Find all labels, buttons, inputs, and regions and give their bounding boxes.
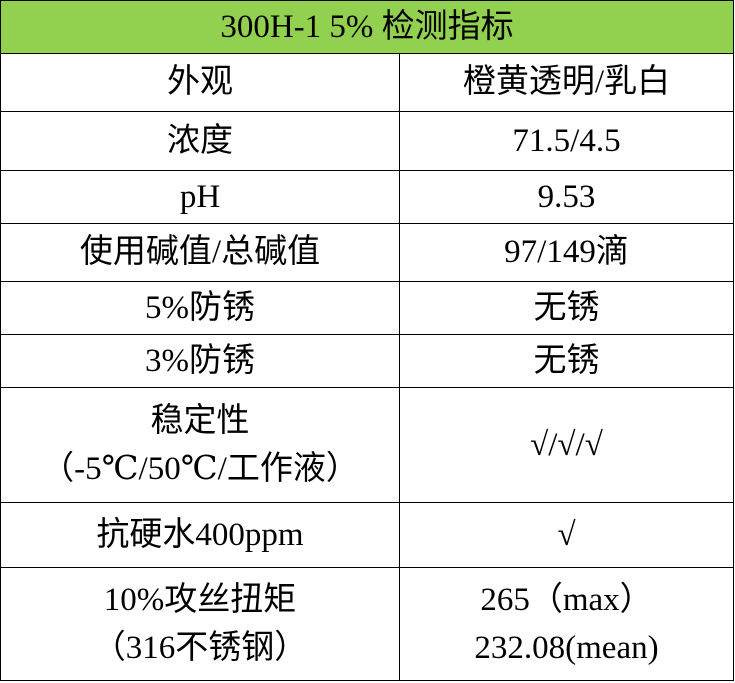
table-row: 3%防锈 无锈	[0, 333, 734, 388]
value-cell: √/√/√	[399, 386, 734, 503]
table-row: 浓度 71.5/4.5	[0, 111, 734, 171]
table-row: 使用碱值/总碱值 97/149滴	[0, 222, 734, 283]
table-row: 10%攻丝扭矩 （316不锈钢） 265（max） 232.08(mean)	[0, 566, 734, 682]
value-cell: 9.53	[399, 169, 734, 224]
table-title: 300H-1 5% 检测指标	[0, 0, 734, 54]
label-cell: 3%防锈	[0, 333, 400, 388]
table-row: 稳定性 （-5℃/50℃/工作液） √/√/√	[0, 386, 734, 503]
label-cell: 浓度	[0, 111, 400, 171]
label-cell: 5%防锈	[0, 281, 400, 335]
value-cell: 97/149滴	[399, 222, 734, 283]
value-cell: √	[399, 501, 734, 568]
value-line: 232.08(mean)	[474, 629, 659, 666]
table-row: pH 9.53	[0, 169, 734, 224]
title-row: 300H-1 5% 检测指标	[0, 0, 734, 54]
table-row: 5%防锈 无锈	[0, 281, 734, 335]
value-cell: 265（max） 232.08(mean)	[399, 566, 734, 682]
label-line: （316不锈钢）	[92, 629, 308, 666]
label-cell: 外观	[0, 52, 400, 113]
label-line: 10%攻丝扭矩	[103, 581, 297, 618]
label-cell: 10%攻丝扭矩 （316不锈钢）	[0, 566, 400, 682]
value-cell: 橙黄透明/乳白	[399, 52, 734, 113]
table-row: 抗硬水400ppm √	[0, 501, 734, 568]
value-cell: 无锈	[399, 333, 734, 388]
label-line: （-5℃/50℃/工作液）	[41, 450, 359, 487]
table-row: 外观 橙黄透明/乳白	[0, 52, 734, 113]
value-line: 265（max）	[480, 581, 653, 618]
label-line: 稳定性	[150, 402, 250, 439]
label-cell: pH	[0, 169, 400, 224]
value-cell: 71.5/4.5	[399, 111, 734, 171]
label-cell: 使用碱值/总碱值	[0, 222, 400, 283]
label-cell: 抗硬水400ppm	[0, 501, 400, 568]
label-cell: 稳定性 （-5℃/50℃/工作液）	[0, 386, 400, 503]
value-cell: 无锈	[399, 281, 734, 335]
